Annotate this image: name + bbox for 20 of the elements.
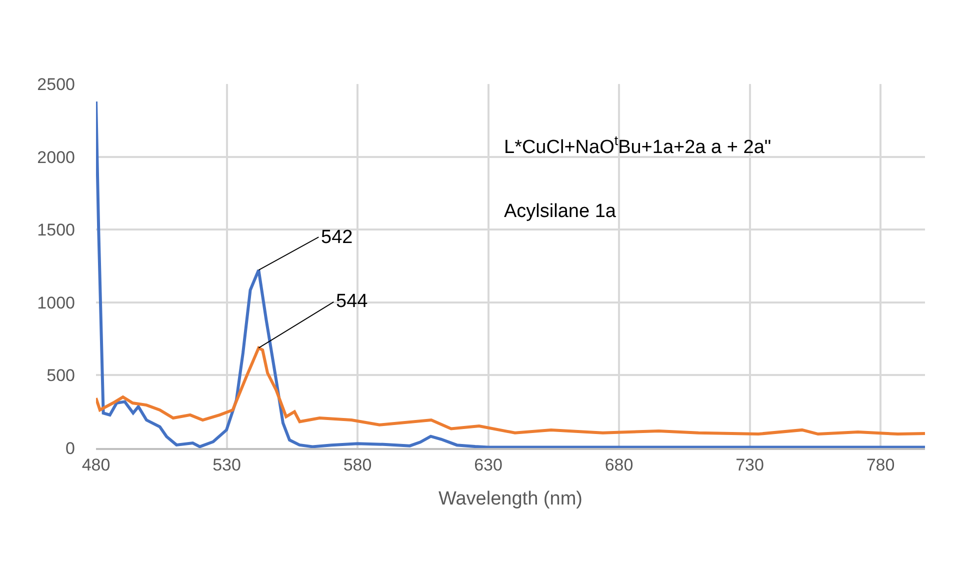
line-series [96,100,925,448]
line-series [96,346,925,436]
x-tick-label: 480 [82,455,110,474]
y-tick-label: 2500 [37,74,75,94]
annotation: L*CuCl+NaO$^{t}$Bu+1a+2a a + 2a" [504,133,772,158]
y-tick-label: 1000 [37,293,75,312]
x-tick-label: 630 [474,455,502,474]
annotation: 544 [336,291,368,312]
annotation: 542 [321,227,353,248]
y-tick-label: 500 [46,366,75,386]
annotation: Acylsilane 1a [504,201,616,222]
x-tick-label: 680 [604,455,634,474]
x-tick-label: 780 [866,455,895,474]
x-tick-label: 530 [212,455,241,474]
y-tick-label: 0 [66,438,75,458]
x-axis-title: Wavelength (nm) [438,488,582,510]
x-tick-label: 580 [343,455,372,474]
y-tick-label: 1500 [37,220,75,240]
x-tick-label: 730 [736,455,764,474]
y-tick-label: 2000 [37,148,75,167]
